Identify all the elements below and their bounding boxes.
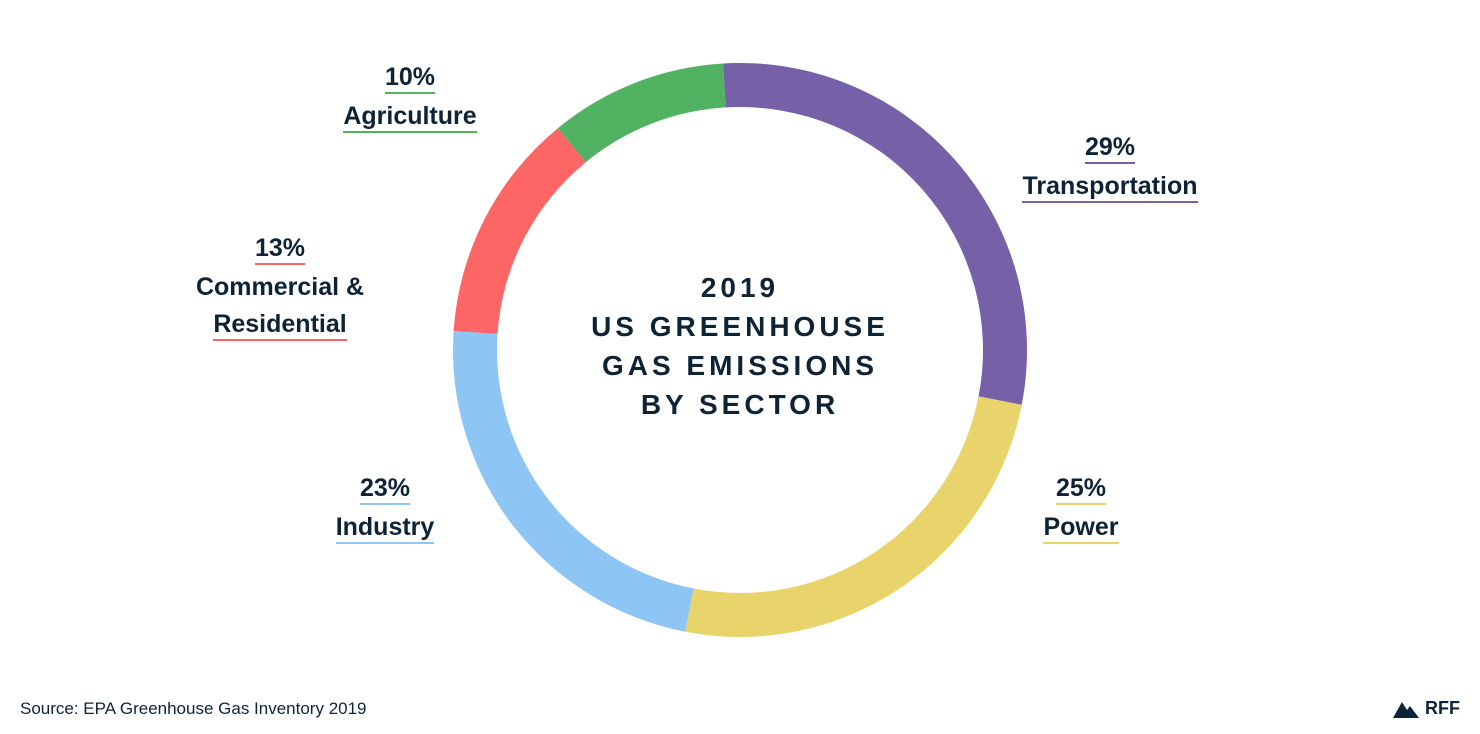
chart-title-line: 2019 (700, 272, 780, 303)
label-agriculture: 10% Agriculture (320, 60, 500, 138)
donut-slice-commercial-residential (453, 128, 586, 334)
chart-title-line: BY SECTOR (640, 389, 840, 420)
label-percent: 13% (254, 233, 306, 265)
label-percent: 23% (359, 473, 411, 505)
label-commercial-residential: 13% Commercial & Residential (180, 231, 380, 346)
donut-slice-transportation (723, 63, 1027, 405)
donut-slice-power (685, 396, 1022, 637)
label-name-line2: Residential (213, 309, 347, 341)
label-name: Agriculture (343, 101, 477, 133)
source-note: Source: EPA Greenhouse Gas Inventory 201… (20, 699, 367, 718)
label-transportation: 29% Transportation (1018, 130, 1202, 208)
label-percent: 25% (1055, 473, 1107, 505)
mountain-logo-icon (1393, 701, 1419, 718)
label-name: Commercial & (195, 273, 365, 301)
label-name: Transportation (1022, 171, 1198, 203)
chart-title: 2019 US GREENHOUSE GAS EMISSIONS BY SECT… (540, 268, 940, 424)
donut-slice-industry (453, 330, 694, 632)
chart-title-line: GAS EMISSIONS (601, 350, 879, 381)
donut-slice-agriculture (557, 63, 726, 163)
brand-name: RFF (1425, 698, 1460, 718)
chart-title-line: US GREENHOUSE (591, 311, 889, 342)
label-percent: 10% (384, 62, 436, 94)
brand-logo: RFF (1393, 698, 1460, 719)
label-name: Power (1043, 512, 1119, 544)
label-percent: 29% (1084, 132, 1136, 164)
label-industry: 23% Industry (315, 471, 455, 549)
label-power: 25% Power (1020, 471, 1142, 549)
label-name: Industry (335, 512, 435, 544)
